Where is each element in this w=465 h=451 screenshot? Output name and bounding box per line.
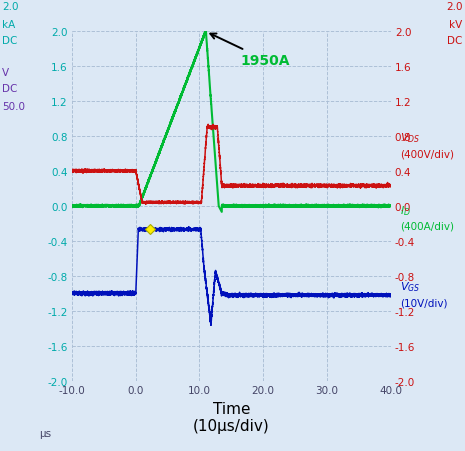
Text: V: V [2, 68, 9, 78]
Text: $V_{DS}$: $V_{DS}$ [400, 131, 420, 145]
Text: DC: DC [2, 36, 18, 46]
Text: 1950A: 1950A [210, 34, 291, 68]
Text: kA: kA [2, 20, 15, 30]
Text: DC: DC [2, 83, 18, 93]
Text: (10V/div): (10V/div) [400, 298, 448, 308]
Text: (400A/div): (400A/div) [400, 221, 454, 231]
Text: kV: kV [450, 20, 463, 30]
Text: 2.0: 2.0 [2, 2, 19, 12]
Text: 2.0: 2.0 [446, 2, 463, 12]
Text: DC: DC [447, 36, 463, 46]
Text: $I_D$: $I_D$ [400, 204, 411, 217]
Text: 50.0: 50.0 [2, 101, 25, 111]
Text: (400V/div): (400V/div) [400, 149, 454, 159]
Text: $V_{GS}$: $V_{GS}$ [400, 280, 420, 294]
Text: μs: μs [40, 428, 52, 438]
X-axis label: Time
(10μs/div): Time (10μs/div) [193, 401, 270, 433]
